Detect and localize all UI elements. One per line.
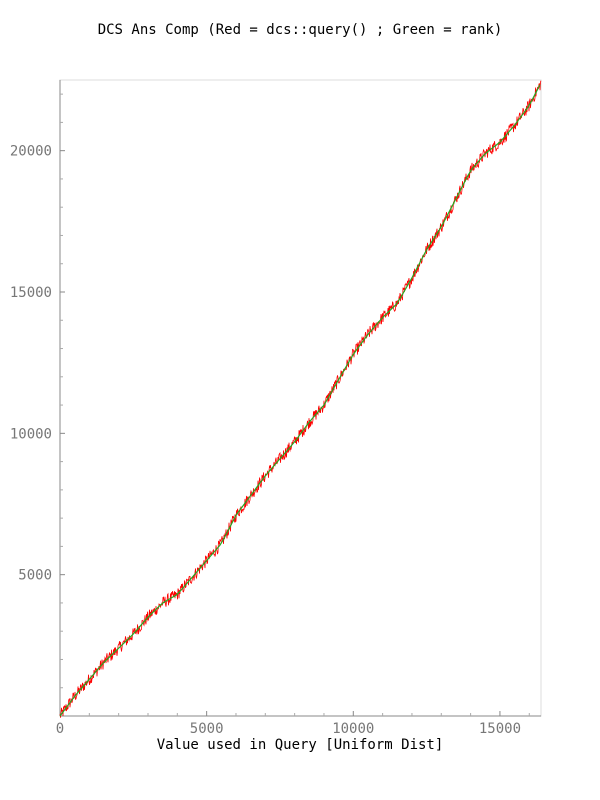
y-tick-label: 20000 [10, 144, 52, 160]
x-axis-label: Value used in Query [Uniform Dist] [156, 737, 444, 753]
plot-area [59, 79, 542, 717]
y-tick-label: 10000 [10, 426, 52, 442]
series-line-rank [59, 84, 541, 717]
series-line-dcs-query [59, 80, 542, 718]
x-tick-label: 10000 [332, 721, 374, 737]
x-tick-label: 0 [56, 721, 64, 737]
x-tick-label: 15000 [479, 721, 521, 737]
axis-ticks: 0 5000 10000 15000 5000 10000 15000 20000 [10, 93, 530, 737]
y-tick-label: 15000 [10, 285, 52, 301]
chart-title: DCS Ans Comp (Red = dcs::query() ; Green… [97, 22, 503, 38]
x-tick-label: 5000 [190, 721, 224, 737]
y-tick-label: 5000 [18, 568, 52, 584]
series-layer [59, 80, 542, 718]
